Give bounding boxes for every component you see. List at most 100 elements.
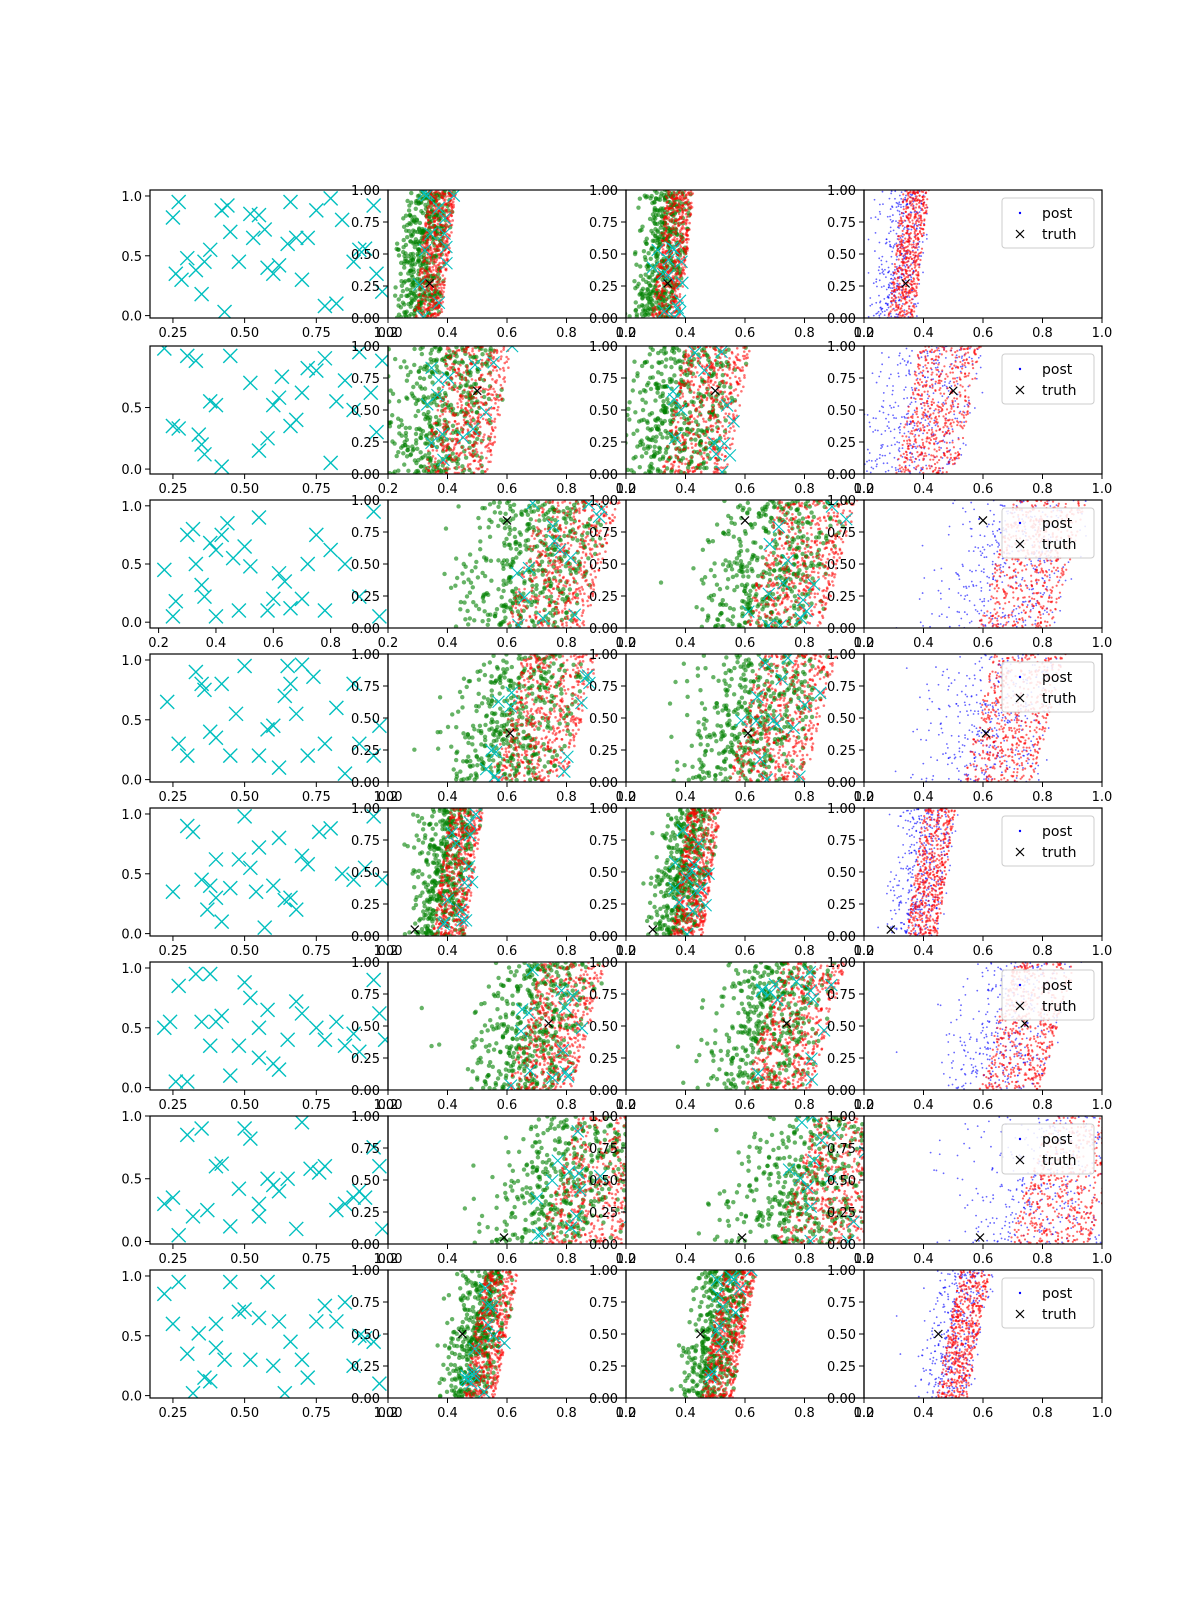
post-red-sample: [919, 215, 922, 219]
green-sample: [436, 386, 442, 392]
green-sample: [405, 447, 411, 453]
green-sample: [412, 362, 417, 368]
sample-axis-xtick-label: 1.0: [616, 326, 637, 341]
red-sample: [683, 272, 686, 276]
red-sample: [712, 398, 716, 401]
green-sample: [411, 384, 416, 390]
red-sample: [676, 446, 679, 450]
red-sample: [680, 191, 684, 194]
red-sample: [703, 451, 706, 455]
sample-axis-xtick-label: 1.0: [616, 482, 637, 497]
red-sample: [679, 386, 682, 390]
red-sample: [712, 447, 715, 451]
green-sample: [450, 423, 456, 428]
red-sample: [737, 376, 741, 380]
green-sample: [639, 302, 645, 308]
red-sample: [696, 463, 700, 467]
post-red-sample: [900, 295, 903, 298]
green-sample: [401, 280, 407, 285]
red-sample: [423, 308, 427, 312]
post-red-sample: [906, 245, 910, 248]
red-sample: [430, 434, 434, 438]
post-red-sample: [904, 252, 907, 255]
post-red-sample: [918, 199, 921, 202]
red-sample: [431, 265, 434, 269]
red-sample: [729, 391, 733, 394]
post-red-sample: [911, 280, 914, 283]
green-sample: [388, 420, 394, 425]
red-sample: [437, 286, 441, 290]
red-sample: [676, 420, 680, 424]
red-sample: [440, 207, 444, 211]
green-sample: [652, 449, 657, 454]
post-blue-sample: [900, 276, 903, 279]
green-sample: [407, 277, 412, 283]
red-sample: [704, 391, 708, 395]
post-red-sample: [916, 199, 919, 202]
overlay-data-x: [667, 242, 681, 256]
panel-samples-row-2-col-3: 0.2 0.4 0.6 0.8 1.00.000.250.500.751.00postt…: [827, 340, 1112, 497]
red-sample: [695, 407, 698, 410]
post-blue-sample: [894, 443, 896, 446]
red-sample: [674, 290, 677, 293]
post-blue-sample: [891, 221, 893, 223]
red-sample: [696, 388, 700, 392]
post-red-sample: [910, 243, 913, 246]
data-point-x: [317, 350, 333, 366]
red-sample: [446, 400, 450, 403]
red-sample: [748, 349, 751, 353]
green-sample: [413, 206, 418, 211]
red-sample: [430, 296, 433, 299]
red-sample: [448, 204, 451, 208]
green-sample: [454, 346, 459, 350]
overlay-data-x: [667, 310, 681, 318]
red-sample: [456, 390, 459, 393]
green-sample: [649, 461, 654, 467]
red-sample: [652, 309, 655, 312]
red-sample: [470, 434, 473, 438]
data-point-x: [280, 236, 296, 252]
red-sample: [670, 241, 673, 244]
green-sample: [427, 418, 432, 423]
green-sample: [393, 285, 398, 290]
red-sample: [660, 289, 664, 293]
post-red-sample: [911, 222, 914, 225]
green-sample: [633, 454, 638, 460]
red-sample: [464, 376, 468, 380]
green-sample: [404, 437, 410, 443]
red-sample: [683, 190, 687, 193]
red-sample: [666, 234, 670, 238]
red-sample: [719, 400, 722, 403]
green-sample: [396, 449, 401, 455]
sample-cloud: [626, 190, 695, 318]
sample-axis-ytick-label: 0.25: [589, 436, 618, 451]
green-sample: [668, 356, 674, 361]
red-sample: [440, 224, 444, 227]
green-sample: [664, 447, 669, 452]
red-sample: [678, 460, 681, 464]
green-sample: [659, 408, 664, 413]
overlay-data-x: [435, 427, 449, 441]
post-red-sample: [907, 266, 910, 270]
sample-axis-ytick-label: 0.50: [351, 248, 380, 263]
red-sample: [452, 354, 456, 358]
red-sample: [672, 190, 676, 194]
red-sample: [462, 414, 466, 417]
red-sample: [695, 371, 699, 374]
post-red-sample: [923, 218, 926, 221]
data-point-x: [196, 446, 212, 462]
data-point-x: [219, 198, 235, 214]
green-sample: [640, 442, 646, 447]
red-sample: [717, 368, 720, 372]
post-blue-sample: [880, 447, 882, 450]
post-blue-sample: [888, 270, 891, 273]
data-point-x: [328, 296, 344, 312]
red-sample: [493, 435, 497, 439]
red-sample: [456, 437, 459, 441]
red-sample: [680, 369, 684, 372]
green-sample: [658, 431, 663, 437]
red-sample: [490, 419, 494, 423]
red-sample: [667, 291, 671, 294]
red-sample: [442, 245, 445, 248]
green-sample: [652, 417, 658, 423]
